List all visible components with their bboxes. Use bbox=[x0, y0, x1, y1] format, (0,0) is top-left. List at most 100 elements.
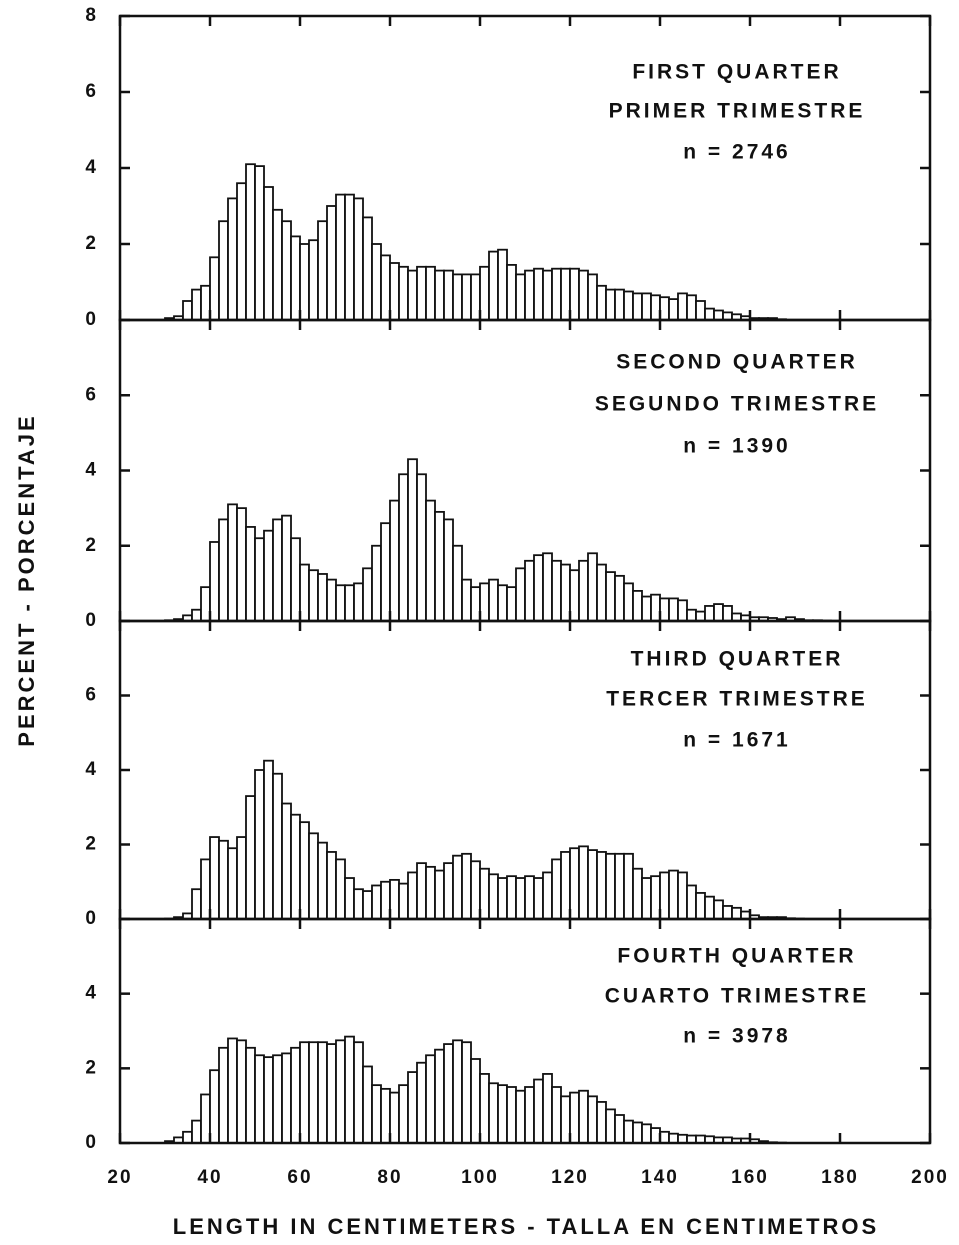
bar bbox=[398, 473, 409, 622]
bar bbox=[614, 1114, 625, 1144]
bar bbox=[371, 243, 382, 321]
bar bbox=[290, 235, 301, 321]
bar bbox=[551, 858, 562, 920]
bar bbox=[605, 852, 616, 920]
bar bbox=[254, 1054, 265, 1144]
bar bbox=[659, 296, 670, 321]
x-tick-label: 160 bbox=[731, 1167, 769, 1188]
bar bbox=[524, 1086, 535, 1144]
bar bbox=[317, 573, 328, 622]
bar bbox=[425, 499, 436, 622]
bar bbox=[236, 182, 247, 321]
bar bbox=[551, 1086, 562, 1144]
bar bbox=[497, 584, 508, 622]
bar bbox=[470, 860, 481, 920]
y-tick-label: 4 bbox=[85, 460, 98, 481]
bar bbox=[362, 1065, 373, 1144]
panel-title: FIRST QUARTER bbox=[632, 61, 841, 84]
bar bbox=[218, 518, 229, 622]
bar bbox=[524, 269, 535, 321]
bar bbox=[605, 288, 616, 321]
bar bbox=[272, 1054, 283, 1144]
bar bbox=[587, 552, 598, 622]
bar bbox=[533, 554, 544, 622]
panel-annotation: n = 2746 bbox=[683, 141, 790, 164]
bar bbox=[335, 584, 346, 622]
bar bbox=[308, 1041, 319, 1144]
bar bbox=[380, 1087, 391, 1144]
bar bbox=[254, 537, 265, 622]
bar bbox=[488, 1082, 499, 1144]
bar bbox=[452, 544, 463, 622]
bar bbox=[227, 197, 238, 321]
bar bbox=[452, 1039, 463, 1144]
bar bbox=[299, 243, 310, 321]
y-tick-label: 0 bbox=[85, 908, 98, 929]
bar bbox=[470, 586, 481, 622]
bar bbox=[344, 584, 355, 622]
bar bbox=[542, 552, 553, 622]
bar bbox=[686, 294, 697, 321]
bar bbox=[614, 288, 625, 321]
bar bbox=[191, 608, 202, 622]
x-tick-label: 60 bbox=[287, 1167, 312, 1188]
bar bbox=[443, 1043, 454, 1144]
bar bbox=[452, 273, 463, 321]
bar bbox=[200, 858, 211, 920]
bar bbox=[389, 499, 400, 622]
bar bbox=[560, 563, 571, 622]
bar bbox=[272, 208, 283, 321]
bar bbox=[560, 267, 571, 321]
bar bbox=[641, 1123, 652, 1144]
bar bbox=[335, 858, 346, 920]
bar bbox=[542, 1073, 553, 1144]
y-tick-label: 0 bbox=[85, 309, 98, 330]
bar bbox=[695, 610, 706, 622]
bar bbox=[398, 882, 409, 920]
bar bbox=[317, 220, 328, 321]
bar bbox=[425, 265, 436, 321]
bar bbox=[623, 582, 634, 622]
bar bbox=[614, 574, 625, 622]
bar bbox=[506, 586, 517, 622]
bar bbox=[326, 578, 337, 622]
x-tick-label: 40 bbox=[197, 1167, 222, 1188]
bar bbox=[344, 193, 355, 321]
x-tick-label: 20 bbox=[107, 1167, 132, 1188]
bar bbox=[542, 269, 553, 321]
bar bbox=[614, 852, 625, 920]
y-tick-label: 8 bbox=[85, 5, 98, 26]
y-tick-label: 6 bbox=[85, 384, 98, 405]
bar bbox=[227, 1037, 238, 1144]
panel-frame bbox=[118, 917, 932, 1145]
bar bbox=[560, 851, 571, 920]
bar bbox=[191, 888, 202, 920]
bar bbox=[227, 847, 238, 920]
y-tick-label: 4 bbox=[85, 759, 98, 780]
bar bbox=[461, 1041, 472, 1144]
bar bbox=[497, 877, 508, 920]
bar bbox=[236, 1039, 247, 1144]
bar bbox=[686, 608, 697, 622]
x-axis-label: LENGTH IN CENTIMETERS - TALLA EN CENTIME… bbox=[173, 1214, 879, 1239]
bar bbox=[623, 1119, 634, 1144]
y-tick-label: 6 bbox=[85, 685, 98, 706]
bar bbox=[272, 772, 283, 920]
bar bbox=[713, 899, 724, 920]
bar bbox=[524, 559, 535, 622]
bar bbox=[461, 852, 472, 920]
bar bbox=[659, 871, 670, 920]
bar bbox=[479, 1073, 490, 1144]
bar bbox=[308, 832, 319, 920]
bar bbox=[353, 197, 364, 321]
bar bbox=[290, 537, 301, 622]
bar bbox=[263, 186, 274, 321]
bar bbox=[353, 888, 364, 920]
bar bbox=[677, 871, 688, 920]
bar bbox=[299, 563, 310, 622]
bar bbox=[713, 309, 724, 321]
bar bbox=[551, 559, 562, 622]
panel-subtitle: CUARTO TRIMESTRE bbox=[605, 985, 870, 1008]
bar bbox=[632, 292, 643, 321]
y-axis-label: PERCENT - PORCENTAJE bbox=[14, 413, 39, 746]
